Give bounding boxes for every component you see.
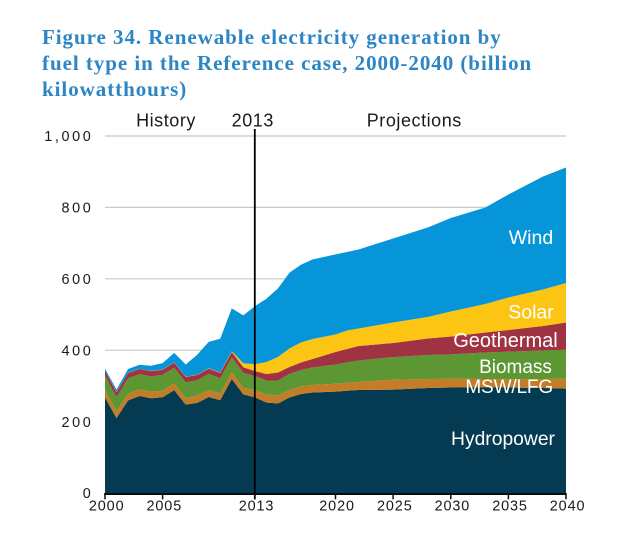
svg-text:600: 600 — [61, 272, 93, 288]
svg-text:400: 400 — [61, 343, 93, 359]
svg-text:Biomass: Biomass — [479, 357, 552, 378]
svg-text:Hydropower: Hydropower — [451, 429, 556, 450]
svg-text:Geothermal: Geothermal — [453, 330, 558, 352]
svg-text:Projections: Projections — [367, 111, 462, 131]
svg-text:MSW/LFG: MSW/LFG — [465, 377, 553, 398]
svg-text:2025: 2025 — [377, 499, 413, 515]
svg-text:1,000: 1,000 — [44, 129, 93, 145]
svg-text:Wind: Wind — [509, 227, 553, 249]
svg-text:2030: 2030 — [435, 499, 471, 515]
svg-text:Solar: Solar — [508, 302, 554, 324]
svg-text:0: 0 — [83, 486, 94, 502]
svg-text:2005: 2005 — [146, 499, 182, 515]
svg-text:History: History — [136, 111, 196, 131]
svg-text:2000: 2000 — [89, 499, 125, 515]
svg-text:2035: 2035 — [492, 499, 528, 515]
svg-text:2040: 2040 — [550, 499, 586, 515]
svg-text:2013: 2013 — [239, 499, 275, 515]
svg-text:2020: 2020 — [319, 499, 355, 515]
svg-text:200: 200 — [61, 415, 93, 431]
svg-text:2013: 2013 — [232, 111, 274, 131]
svg-text:800: 800 — [61, 201, 93, 217]
